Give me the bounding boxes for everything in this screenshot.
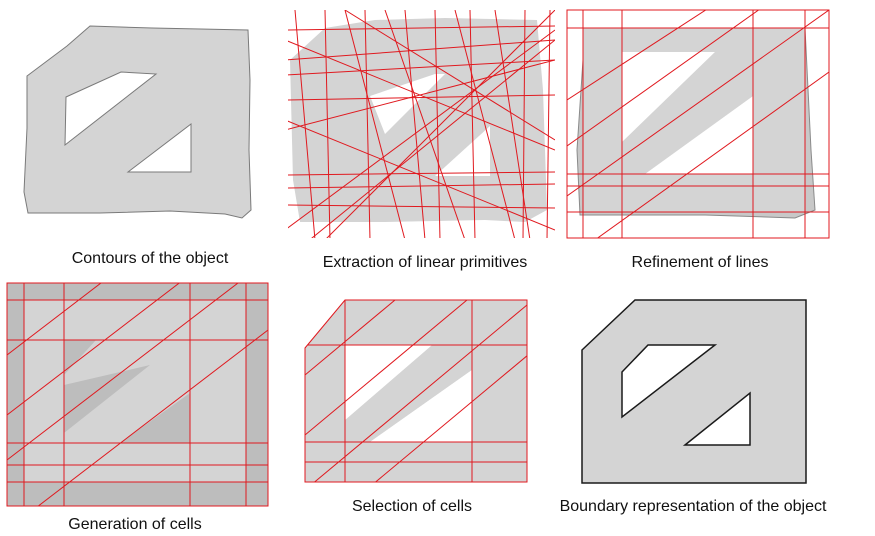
- extraction-figure: [288, 10, 555, 238]
- refined-lines: [567, 10, 829, 238]
- caption-boundary: Boundary representation of the object: [559, 498, 827, 515]
- selected-cell-lines: [305, 300, 527, 482]
- caption-contours: Contours of the object: [71, 250, 229, 267]
- selection-figure: [304, 299, 528, 483]
- panel-refinement: Refinement of lines: [565, 0, 875, 275]
- boundary-shape: [581, 299, 807, 484]
- contours-figure: [23, 25, 252, 219]
- caption-extraction: Extraction of linear primitives: [322, 254, 528, 271]
- panel-selection: Selection of cells: [290, 290, 550, 536]
- contour-shape: [23, 25, 252, 219]
- panel-contours: Contours of the object: [0, 0, 280, 267]
- caption-refinement: Refinement of lines: [631, 254, 769, 271]
- caption-generation: Generation of cells: [68, 516, 202, 533]
- panel-boundary: Boundary representation of the object: [550, 290, 875, 536]
- panel-extraction: Extraction of linear primitives: [285, 0, 565, 275]
- linear-primitives: [288, 10, 555, 238]
- cell-lines: [7, 283, 268, 506]
- refinement-figure: [566, 9, 830, 239]
- generation-figure: [6, 282, 269, 507]
- boundary-figure: [581, 299, 807, 484]
- refinement-shape: [583, 28, 805, 212]
- selection-shape: [305, 300, 527, 482]
- extraction-shape: [290, 18, 547, 222]
- caption-selection: Selection of cells: [351, 498, 473, 515]
- panel-generation: Generation of cells: [0, 275, 285, 536]
